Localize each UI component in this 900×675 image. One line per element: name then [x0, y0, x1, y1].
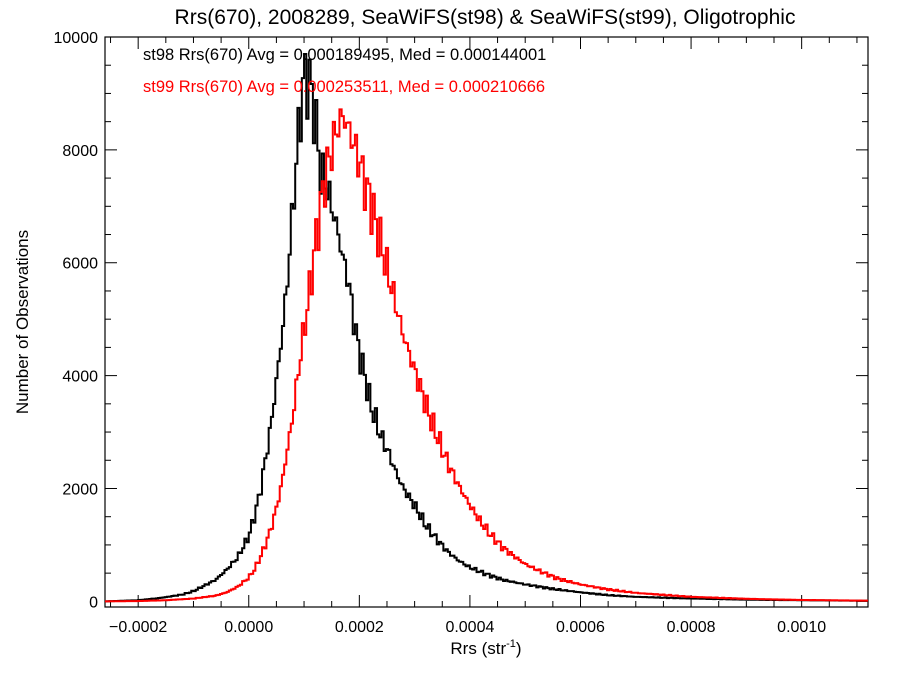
- x-tick-label: 0.0004: [445, 619, 494, 636]
- x-tick-label: 0.0010: [777, 619, 826, 636]
- y-axis-label: Number of Observations: [13, 230, 32, 414]
- series-layer: [105, 53, 868, 603]
- y-tick-label: 4000: [62, 369, 98, 386]
- y-tick-label: 10000: [54, 30, 99, 47]
- chart-title: Rrs(670), 2008289, SeaWiFS(st98) & SeaWi…: [175, 6, 796, 29]
- annotation-st98: st98 Rrs(670) Avg = 0.000189495, Med = 0…: [143, 46, 546, 64]
- series-line-0: [105, 53, 868, 603]
- x-axis-label-superscript: -1: [506, 638, 516, 650]
- x-tick-label: 0.0006: [556, 619, 605, 636]
- x-axis: −0.0002 0.0000 0.0002 0.0004 0.0006 0.0008 0.0…: [109, 37, 858, 636]
- y-tick-label: 8000: [62, 143, 98, 160]
- x-tick-label: 0.0008: [667, 619, 716, 636]
- x-axis-label-end: ): [516, 639, 522, 658]
- annotation-st99: st99 Rrs(670) Avg = 0.000253511, Med = 0…: [143, 78, 545, 96]
- y-tick-label: 6000: [62, 256, 98, 273]
- plot-frame: [104, 36, 869, 608]
- y-tick-label: 0: [89, 594, 98, 611]
- y-axis: 0 2000 4000 6000 8000 10000: [54, 30, 868, 611]
- x-tick-label: −0.0002: [109, 619, 167, 636]
- y-tick-label: 2000: [62, 481, 98, 498]
- x-tick-label: 0.0000: [224, 619, 273, 636]
- series-line-1: [105, 108, 868, 603]
- x-tick-label: 0.0002: [335, 619, 384, 636]
- x-axis-label-main: Rrs (str: [450, 639, 506, 658]
- x-axis-label: Rrs (str-1): [450, 638, 521, 658]
